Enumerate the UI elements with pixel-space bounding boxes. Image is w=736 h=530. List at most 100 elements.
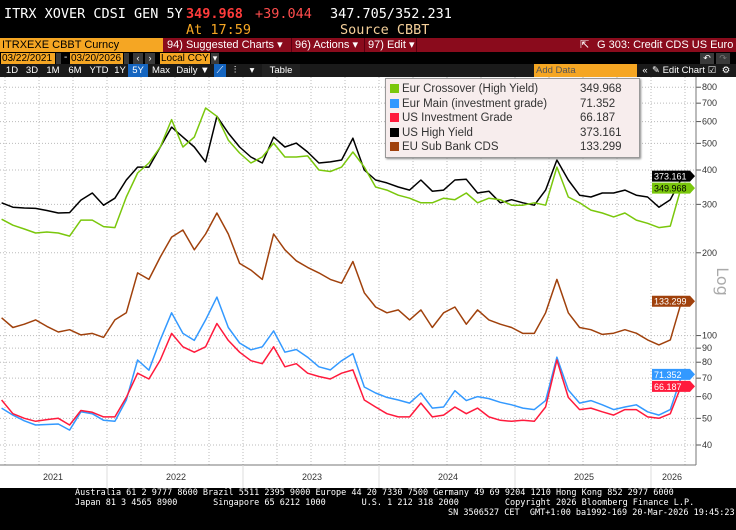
period-1d[interactable]: 1D: [5, 65, 19, 76]
y-tick-label: 400: [702, 165, 717, 175]
period-5y[interactable]: 5Y: [128, 64, 148, 77]
period-1y[interactable]: 1Y: [114, 65, 126, 76]
legend-swatch: [390, 113, 399, 122]
y-tick-label: 60: [702, 392, 712, 402]
legend-value: 373.161: [580, 126, 622, 139]
last-value-label: 373.161: [654, 172, 687, 182]
checkbox-icon[interactable]: ☑: [707, 65, 717, 76]
currency-select[interactable]: Local CCY: [160, 53, 210, 64]
legend-item-subbank[interactable]: EU Sub Bank CDS 133.299: [390, 140, 639, 155]
quote-header: ITRX XOVER CDSI GEN 5Y 349.968 +39.044 3…: [0, 0, 736, 38]
y-tick-label: 500: [702, 138, 717, 148]
legend-label: US High Yield: [402, 126, 473, 139]
legend-swatch: [390, 98, 399, 108]
footer: Australia 61 2 9777 8600 Brazil 5511 239…: [0, 488, 736, 530]
legend-item-ushy[interactable]: US High Yield 373.161: [390, 126, 639, 141]
period-1m[interactable]: 1M: [46, 65, 60, 76]
legend-item-xover[interactable]: Eur Crossover (High Yield) 349.968: [390, 82, 639, 97]
period-3d[interactable]: 3D: [25, 65, 39, 76]
x-tick-label: 2026: [662, 472, 682, 482]
undo-button[interactable]: ↶: [700, 53, 714, 64]
y-tick-label: 90: [702, 343, 712, 353]
last-value-label: 71.352: [654, 370, 682, 380]
legend-swatch: [390, 127, 399, 137]
last-value-tag: [652, 170, 695, 182]
command-bar: ITRXEXE CBBT Curncy 94) Suggested Charts…: [0, 38, 736, 52]
date-separator: -: [64, 52, 68, 63]
edit-chart-button[interactable]: ✎ Edit Chart: [652, 65, 705, 76]
chevron-down-icon[interactable]: ▾: [211, 53, 219, 64]
log-scale-label: Log: [712, 267, 732, 296]
period-ytd[interactable]: YTD: [89, 65, 109, 76]
edit-menu[interactable]: 97) Edit ▾: [368, 39, 415, 51]
period-6m[interactable]: 6M: [68, 65, 82, 76]
line-chart-icon[interactable]: ⟋: [214, 64, 226, 77]
legend: Eur Crossover (High Yield) 349.968 Eur Ma…: [385, 78, 640, 158]
actions-menu[interactable]: 96) Actions ▾: [295, 39, 358, 51]
legend-item-usig[interactable]: US Investment Grade 66.187: [390, 111, 639, 126]
legend-value: 133.299: [580, 141, 622, 153]
last-value-tag: [652, 182, 695, 194]
start-date-input[interactable]: 03/22/2021: [1, 53, 55, 64]
x-tick-label: 2023: [302, 472, 322, 482]
legend-label: Eur Main (investment grade): [402, 97, 548, 110]
bid-ask: 347.705/352.231: [330, 6, 452, 22]
calendar-icon[interactable]: [124, 53, 129, 64]
legend-label: US Investment Grade: [402, 112, 513, 124]
y-tick-label: 70: [702, 373, 712, 383]
period-max[interactable]: Max: [152, 65, 170, 76]
last-value-tag: [652, 295, 695, 307]
end-date-input[interactable]: 03/20/2026: [70, 53, 123, 64]
series-line-eur-main-investment-grade-: [1, 296, 683, 431]
quote-time: At 17:59: [186, 22, 252, 38]
last-value-label: 133.299: [654, 297, 687, 307]
table-button[interactable]: Table: [262, 64, 300, 77]
legend-value: 71.352: [580, 97, 616, 110]
legend-label: EU Sub Bank CDS: [402, 141, 499, 153]
calendar-icon[interactable]: [56, 53, 61, 64]
chart-name: G 303: Credit CDS US Euro: [597, 39, 734, 51]
y-tick-label: 600: [702, 117, 717, 127]
price-change: +39.044: [255, 6, 312, 22]
period-toolbar: 1D 3D 1M 6M YTD 1Y 5Y Max Daily ▼ ⟋ ⫶ ▾ …: [0, 64, 736, 77]
external-link-icon[interactable]: ⇱: [580, 39, 590, 51]
footer-contacts-2: Japan 81 3 4565 8900 Singapore 65 6212 1…: [75, 498, 695, 508]
collapse-icon[interactable]: «: [642, 65, 648, 76]
last-value-tag: [652, 368, 695, 380]
gear-icon[interactable]: ⚙: [721, 65, 731, 76]
footer-session: SN 3506527 CET GMT+1:00 ba1992-169 20-Ma…: [448, 508, 735, 518]
next-period-button[interactable]: ›: [145, 53, 155, 64]
y-tick-label: 200: [702, 248, 717, 258]
series-line-eur-crossover-high-yield-: [1, 107, 683, 237]
y-tick-label: 300: [702, 199, 717, 209]
x-tick-label: 2025: [574, 472, 594, 482]
add-data-input[interactable]: Add Data: [534, 64, 637, 77]
x-tick-label: 2021: [43, 472, 63, 482]
x-tick-label: 2024: [438, 472, 458, 482]
bar-chart-icon[interactable]: ⫶: [233, 65, 237, 76]
quote-source: Source CBBT: [340, 22, 430, 38]
legend-value: 66.187: [580, 112, 616, 124]
security-name: ITRX XOVER CDSI GEN 5Y: [4, 6, 183, 22]
frequency-select[interactable]: Daily ▼: [176, 65, 210, 76]
chart-area: 40 50 60 70 80 90 100 200 300 400 500 600 700 800 2021…: [0, 77, 736, 488]
y-tick-label: 40: [702, 440, 712, 450]
series-line-eu-sub-bank-cds: [1, 212, 683, 346]
chevron-down-icon[interactable]: ▾: [249, 65, 255, 76]
y-tick-label: 50: [702, 413, 712, 423]
x-tick-label: 2022: [166, 472, 186, 482]
y-tick-label: 80: [702, 357, 712, 367]
last-value-tag: [652, 380, 695, 392]
legend-item-main[interactable]: Eur Main (investment grade) 71.352: [390, 97, 639, 112]
ticker-input[interactable]: ITRXEXE CBBT Curncy: [0, 38, 163, 52]
last-price: 349.968: [186, 6, 243, 22]
prev-period-button[interactable]: ‹: [133, 53, 143, 64]
redo-button[interactable]: ↷: [716, 53, 730, 64]
suggested-charts-menu[interactable]: 94) Suggested Charts ▾: [167, 39, 283, 51]
last-value-label: 349.968: [654, 184, 687, 194]
divider: [364, 38, 365, 52]
series-line-us-investment-grade: [1, 322, 683, 426]
legend-value: 349.968: [580, 83, 622, 95]
legend-swatch: [390, 142, 399, 151]
legend-swatch: [390, 84, 399, 93]
